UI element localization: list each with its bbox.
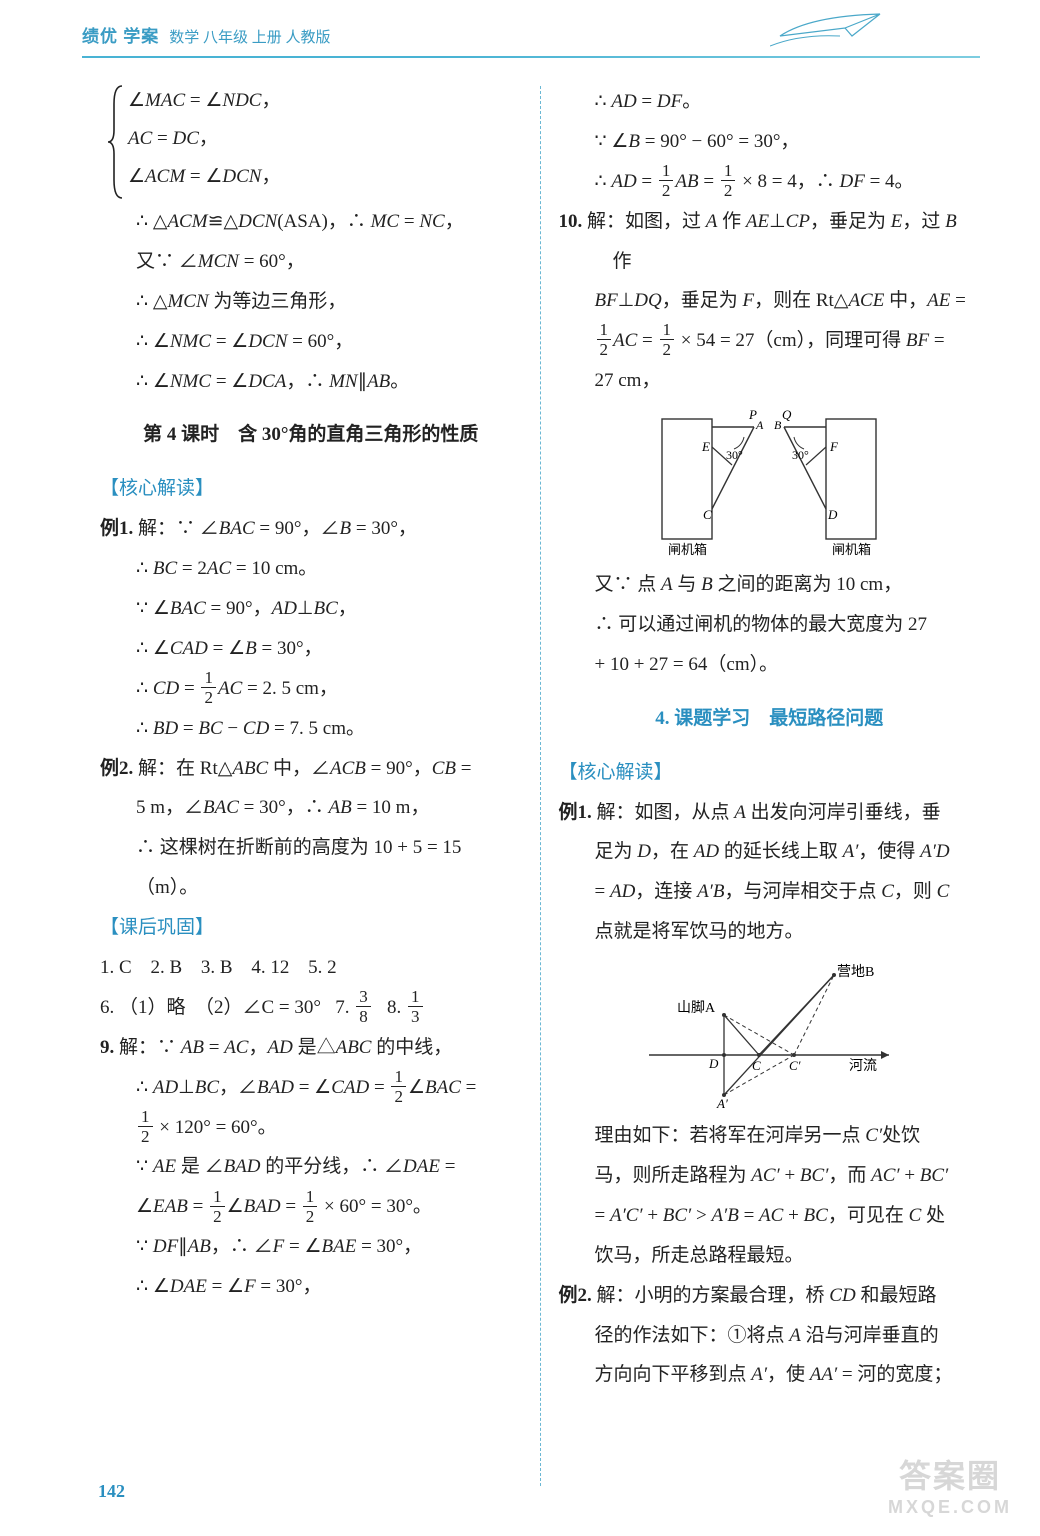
r-ex2-line: 方向向下平移到点 A′，使 AA′ = 河的宽度； <box>559 1355 981 1395</box>
right-column: ∴ AD = DF。 ∵ ∠B = 90° − 60° = 30°， ∴ AD … <box>541 82 981 1486</box>
q10-line: 27 cm， <box>559 361 981 401</box>
svg-text:A: A <box>755 418 764 432</box>
answer: 2. B <box>150 957 182 978</box>
svg-text:E: E <box>701 439 710 454</box>
r-ex1: 例1. 解：如图，从点 A 出发向河岸引垂线，垂 <box>559 793 981 833</box>
svg-text:30°: 30° <box>792 448 809 462</box>
svg-text:闸机箱: 闸机箱 <box>668 542 707 557</box>
r-ex1-reason: = A′C′ + BC′ > A′B = AC + BC，可见在 C 处 <box>559 1196 981 1236</box>
q9-line: ∵ DF∥AB，∴ ∠F = ∠BAE = 30°， <box>100 1227 522 1267</box>
q10-line: 又∵ 点 A 与 B 之间的距离为 10 cm， <box>559 565 981 605</box>
core-heading: 【核心解读】 <box>100 469 522 509</box>
answer: 4. 12 <box>251 957 289 978</box>
header-logo: 绩优 学案 <box>82 27 159 46</box>
proof-line: ∴ ∠NMC = ∠DCA，∴ MN∥AB。 <box>100 362 522 402</box>
content-columns: ∠MAC = ∠NDC， AC = DC， ∠ACM = ∠DCN， ∴ △AC… <box>0 62 1040 1486</box>
q9-line: 12 × 120° = 60°。 <box>100 1108 522 1148</box>
after-class-heading: 【课后巩固】 <box>100 908 522 948</box>
q10: 10. 解：如图，过 A 作 AE⊥CP，垂足为 E，过 B 作 <box>559 202 981 282</box>
q9-line: ∴ ∠DAE = ∠F = 30°， <box>100 1267 522 1307</box>
svg-text:D: D <box>708 1056 719 1071</box>
answer: 1. C <box>100 957 132 978</box>
gate-diagram: P Q A B E F C D 30° 30° 闸机箱 闸机箱 <box>654 409 884 559</box>
r-ex2: 例2. 解：小明的方案最合理，桥 CD 和最短路 <box>559 1276 981 1316</box>
q9-line: ∵ AE 是 ∠BAD 的平分线，∴ ∠DAE = <box>100 1147 522 1187</box>
brace-line: AC = DC， <box>128 120 281 158</box>
answer: 3. B <box>201 957 233 978</box>
ex1-line: ∴ CD = 12AC = 2. 5 cm， <box>100 669 522 709</box>
svg-text:D: D <box>827 507 838 522</box>
ex1-line: ∵ ∠BAC = 90°，AD⊥BC， <box>100 589 522 629</box>
brace-line: ∠ACM = ∠DCN， <box>128 158 281 196</box>
cont-line: ∴ AD = 12AB = 12 × 8 = 4，∴ DF = 4。 <box>559 162 981 202</box>
example-1: 例1. 解：∵ ∠BAC = 90°，∠B = 30°， <box>100 509 522 549</box>
watermark-line1: 答案圈 <box>888 1451 1012 1497</box>
ex1-line: ∴ BC = 2AC = 10 cm。 <box>100 549 522 589</box>
svg-text:河流: 河流 <box>849 1058 877 1074</box>
r-ex2-line: 径的作法如下：①将点 A 沿与河岸垂直的 <box>559 1316 981 1356</box>
svg-text:C′: C′ <box>789 1058 801 1073</box>
r-ex1-reason: 理由如下：若将军在河岸另一点 C′处饮 <box>559 1116 981 1156</box>
answer: 5. 2 <box>308 957 337 978</box>
proof-line: ∴ ∠NMC = ∠DCN = 60°， <box>100 322 522 362</box>
ex1-line: ∴ ∠CAD = ∠B = 30°， <box>100 629 522 669</box>
q9: 9. 解：∵ AB = AC，AD 是△ABC 的中线， <box>100 1028 522 1068</box>
ex1-line: ∴ BD = BC − CD = 7. 5 cm。 <box>100 709 522 749</box>
cont-line: ∴ AD = DF。 <box>559 82 981 122</box>
page-number: 142 <box>98 1481 125 1502</box>
proof-line: ∴ △MCN 为等边三角形， <box>100 282 522 322</box>
svg-text:C: C <box>703 507 712 522</box>
r-ex1-reason: 马，则所走路程为 AC′ + BC′，而 AC′ + BC′ <box>559 1156 981 1196</box>
r-ex1-line: 足为 D，在 AD 的延长线上取 A′，使得 A′D <box>559 832 981 872</box>
svg-text:F: F <box>829 439 839 454</box>
ex2-line: （m）。 <box>100 868 522 908</box>
r-ex1-reason: 饮马，所走总路程最短。 <box>559 1236 981 1276</box>
r-ex1-line: 点就是将军饮马的地方。 <box>559 912 981 952</box>
answers-row-1: 1. C 2. B 3. B 4. 12 5. 2 <box>100 948 522 988</box>
lesson-title: 第 4 课时 含 30°角的直角三角形的性质 <box>100 415 522 455</box>
watermark: 答案圈 MXQE.COM <box>888 1451 1012 1518</box>
ex2-line: ∴ 这棵树在折断前的高度为 10 + 5 = 15 <box>100 828 522 868</box>
answers-row-2: 6. （1）略 （2）∠C = 30° 7. 38 8. 13 <box>100 988 522 1028</box>
svg-text:A′: A′ <box>716 1096 728 1110</box>
left-brace-icon <box>106 82 128 202</box>
q10-line: 12AC = 12 × 54 = 27（cm），同理可得 BF = <box>559 321 981 361</box>
svg-text:Q: Q <box>782 409 792 422</box>
left-column: ∠MAC = ∠NDC， AC = DC， ∠ACM = ∠DCN， ∴ △AC… <box>100 82 540 1486</box>
svg-text:C: C <box>752 1058 761 1073</box>
q9-line: ∴ AD⊥BC，∠BAD = ∠CAD = 12∠BAC = <box>100 1068 522 1108</box>
q10-line: ∴ 可以通过闸机的物体的最大宽度为 27 <box>559 605 981 645</box>
header-underline <box>82 56 980 58</box>
brace-line: ∠MAC = ∠NDC， <box>128 82 281 120</box>
header-subject: 数学 八年级 上册 人教版 <box>169 30 330 46</box>
page-header: 绩优 学案 数学 八年级 上册 人教版 <box>0 0 1040 62</box>
watermark-line2: MXQE.COM <box>888 1497 1012 1518</box>
proof-line: ∴ △ACM≌△DCN(ASA)，∴ MC = NC， <box>100 202 522 242</box>
brace-system: ∠MAC = ∠NDC， AC = DC， ∠ACM = ∠DCN， <box>106 82 522 202</box>
ex2-line: 5 m，∠BAC = 30°，∴ AB = 10 m， <box>100 788 522 828</box>
q9-line: ∠EAB = 12∠BAD = 12 × 60° = 30°。 <box>100 1187 522 1227</box>
q10-line: BF⊥DQ，垂足为 F，则在 Rt△ACE 中，AE = <box>559 281 981 321</box>
river-diagram: 营地B 山脚A 河流 D C C′ A′ <box>639 960 899 1110</box>
svg-text:30°: 30° <box>726 448 743 462</box>
proof-line: 又∵ ∠MCN = 60°， <box>100 242 522 282</box>
svg-text:闸机箱: 闸机箱 <box>832 542 871 557</box>
cont-line: ∵ ∠B = 90° − 60° = 30°， <box>559 122 981 162</box>
example-2: 例2. 解：在 Rt△ABC 中，∠ACB = 90°，CB = <box>100 749 522 789</box>
r-ex1-line: = AD，连接 A′B，与河岸相交于点 C，则 C <box>559 872 981 912</box>
svg-text:山脚A: 山脚A <box>677 1000 716 1016</box>
svg-text:B: B <box>774 418 782 432</box>
paper-plane-icon <box>770 6 890 56</box>
topic-title: 4. 课题学习 最短路径问题 <box>559 699 981 739</box>
core-heading-2: 【核心解读】 <box>559 753 981 793</box>
q10-line: + 10 + 27 = 64（cm）。 <box>559 645 981 685</box>
svg-text:营地B: 营地B <box>837 964 874 980</box>
